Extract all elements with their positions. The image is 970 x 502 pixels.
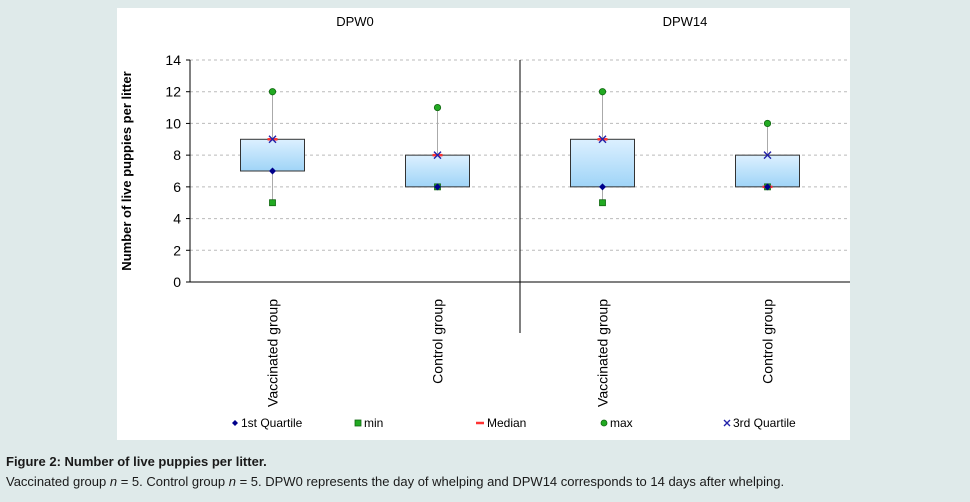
caption-note-part: Vaccinated group [6,474,110,489]
category-label: Control group [430,299,446,384]
caption-title: Figure 2: Number of live puppies per lit… [6,454,267,469]
figure-caption: Figure 2: Number of live puppies per lit… [6,452,964,492]
max-marker [763,119,772,128]
legend-marker-diamond [232,420,238,426]
iqr-box [735,154,800,188]
panel-title: DPW0 [336,14,374,29]
iqr-box [240,138,305,172]
max-marker [598,88,607,96]
y-axis-label: Number of live puppies per litter [119,71,134,270]
legend-marker-cross [723,419,731,427]
y-tick-label: 8 [173,147,181,163]
caption-note-italic: n [109,474,118,489]
y-tick-label: 0 [173,274,181,290]
y-tick-label: 2 [173,242,181,258]
panel-title: DPW14 [663,14,708,29]
legend-label: min [364,416,383,430]
caption-note-part: = 5. DPW0 represents the day of whelping… [235,474,785,489]
caption-note: Vaccinated group n = 5. Control group n … [6,472,964,492]
q3-marker [268,135,277,144]
iqr-box [570,138,635,188]
legend-marker-square [354,419,362,427]
caption-note-part: = 5. Control group [117,474,229,489]
y-tick-label: 4 [173,211,181,227]
y-tick-label: 10 [165,115,181,131]
max-marker [433,103,442,112]
q1-marker [434,183,441,191]
iqr-box [405,154,470,188]
q1-marker [269,167,276,175]
category-label: Vaccinated group [265,299,281,407]
legend-label: 1st Quartile [241,416,303,430]
q3-marker [433,151,442,160]
min-marker [599,199,606,207]
chart-panel: 0 2 4 6 8 10 12 14 Number of live puppies per li… [117,8,850,440]
q3-marker [763,151,772,160]
max-marker [268,88,277,96]
caption-note-italic: n [228,474,236,489]
legend-label: 3rd Quartile [733,416,796,430]
legend-label: Median [487,416,526,430]
category-label: Control group [760,299,776,384]
min-marker [269,199,276,207]
box-plot-chart: 0 2 4 6 8 10 12 14 Number of live puppies per li… [119,14,850,430]
q1-marker [764,183,771,191]
legend-marker-circle [600,419,608,427]
y-tick-label: 6 [173,179,181,195]
y-tick-label: 12 [165,84,181,100]
y-tick-label: 14 [165,52,181,68]
q3-marker [598,135,607,144]
legend-label: max [610,416,633,430]
category-label: Vaccinated group [595,299,611,407]
q1-marker [599,183,606,191]
